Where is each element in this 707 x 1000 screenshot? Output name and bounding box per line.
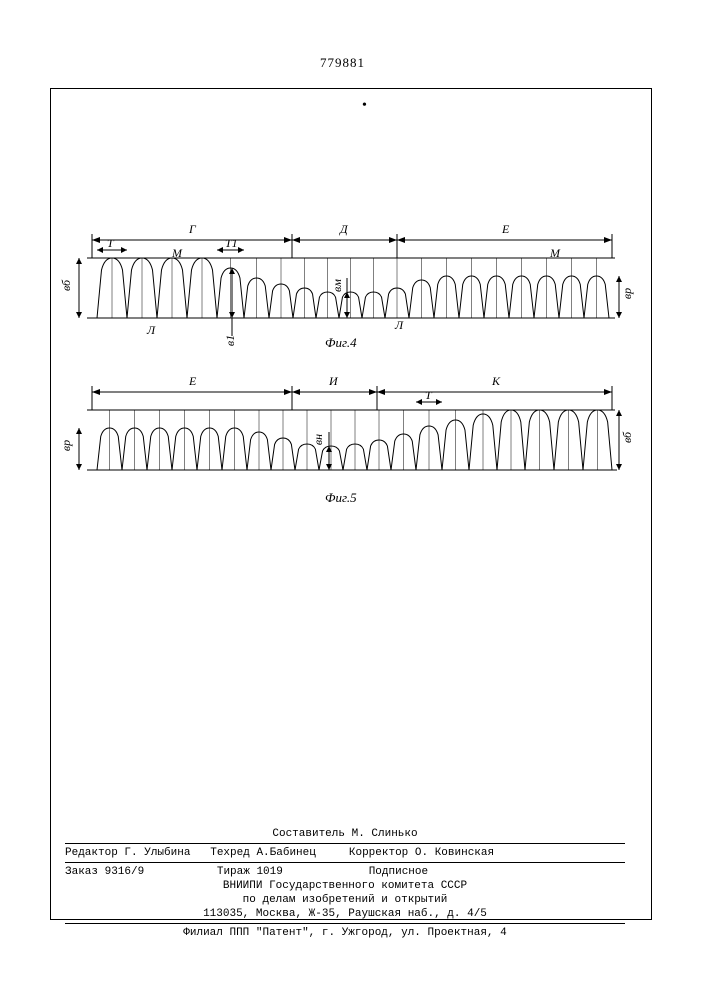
- fig4-label-v1: в1: [223, 335, 238, 346]
- fig5-label-K: К: [492, 374, 500, 389]
- figure-5-caption: Фиг.5: [325, 490, 357, 506]
- fig5-label-I: И: [329, 374, 338, 389]
- footer-corrector: Корректор О. Ковинская: [349, 847, 494, 859]
- fig4-label-L-right: Л: [395, 318, 403, 333]
- fig4-label-E: Е: [502, 222, 509, 237]
- fig4-label-M-left: М: [172, 246, 182, 261]
- fig4-label-M-right: М: [550, 246, 560, 261]
- footer-print-row: Заказ 9316/9 Тираж 1019 Подписное: [65, 865, 625, 879]
- footer-addr2: Филиал ППП "Патент", г. Ужгород, ул. Про…: [65, 926, 625, 940]
- figure-4-caption: Фиг.4: [325, 335, 357, 351]
- fig4-label-vm: вм: [330, 279, 345, 292]
- fig4-label-T: Т: [107, 236, 114, 251]
- footer-editorial-row: Редактор Г. Улыбина Техред А.Бабинец Кор…: [65, 846, 625, 860]
- fig5-label-vn: вн: [311, 434, 326, 445]
- footer-org2: по делам изобретений и открытий: [65, 893, 625, 907]
- fig5-label-E: Е: [189, 374, 196, 389]
- fig4-label-vp: вр: [620, 288, 635, 299]
- fig4-label-D: Д: [340, 222, 348, 237]
- footer-subscription: Подписное: [369, 866, 428, 878]
- fig4-label-vb: вб: [59, 280, 74, 291]
- fig4-label-L-left: Л: [147, 323, 155, 338]
- footer-editor: Редактор Г. Улыбина: [65, 847, 190, 859]
- fig5-label-T: Т: [425, 388, 432, 403]
- fig5-label-vp: вр: [59, 440, 74, 451]
- footer-techred: Техред А.Бабинец: [210, 847, 316, 859]
- footer-compiler: Составитель М. Слинько: [65, 827, 625, 841]
- footer-order: Заказ 9316/9: [65, 866, 144, 878]
- footer-block: Составитель М. Слинько Редактор Г. Улыби…: [65, 827, 625, 940]
- footer-tirage: Тираж 1019: [217, 866, 283, 878]
- fig5-label-vb: вб: [620, 432, 635, 443]
- fig4-label-G: Г: [189, 222, 196, 237]
- document-number: 779881: [320, 55, 365, 71]
- footer-addr1: 113035, Москва, Ж-35, Раушская наб., д. …: [65, 907, 625, 921]
- footer-org1: ВНИИПИ Государственного комитета СССР: [65, 879, 625, 893]
- fig4-label-T1: Т1: [225, 236, 238, 251]
